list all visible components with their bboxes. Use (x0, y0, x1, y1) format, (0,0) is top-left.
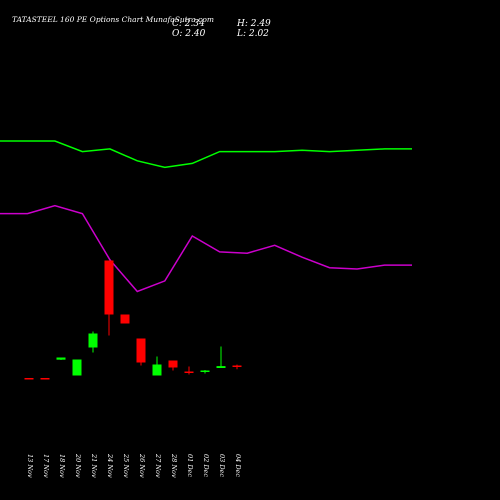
date-tick-label: 17 Nov (42, 454, 50, 478)
chart-title: TATASTEEL 160 PE Options Chart MunafaSut… (12, 15, 214, 24)
date-tick-label: 24 Nov (106, 453, 114, 478)
date-tick-label: 26 Nov (138, 453, 146, 478)
close-value: C: 2.34 (172, 19, 205, 29)
candle-body (136, 338, 146, 363)
candle-body (56, 357, 66, 360)
candle-body (200, 370, 210, 372)
green-indicator-line (0, 140, 412, 169)
magenta-indicator-line (0, 204, 412, 293)
date-tick-label: 25 Nov (122, 453, 130, 478)
candle-body (216, 366, 226, 368)
date-tick-label: 18 Nov (58, 454, 66, 478)
date-tick-label: 03 Dec (218, 454, 226, 477)
high-value: H: 2.49 (237, 19, 271, 29)
candle-body (24, 378, 34, 380)
date-tick-label: 27 Nov (154, 453, 162, 478)
candle-body (152, 364, 162, 376)
date-tick-label: 02 Dec (202, 454, 210, 477)
candle-body (88, 333, 98, 348)
date-tick-label: 28 Nov (170, 453, 178, 478)
date-tick-label: 04 Dec (234, 454, 242, 477)
date-tick-label: 20 Nov (74, 453, 82, 478)
date-tick-label: 01 Dec (186, 454, 194, 477)
candle-body (232, 365, 242, 367)
candle-body (120, 314, 130, 324)
low-value: L: 2.02 (237, 29, 269, 39)
candle-body (168, 360, 178, 368)
candle-body (104, 260, 114, 315)
date-tick-label: 13 Nov (26, 454, 34, 478)
candle-body (40, 378, 50, 380)
date-tick-label: 21 Nov (90, 453, 98, 478)
candle-body (184, 371, 194, 373)
open-value: O: 2.40 (172, 29, 206, 39)
candle-body (72, 359, 82, 376)
